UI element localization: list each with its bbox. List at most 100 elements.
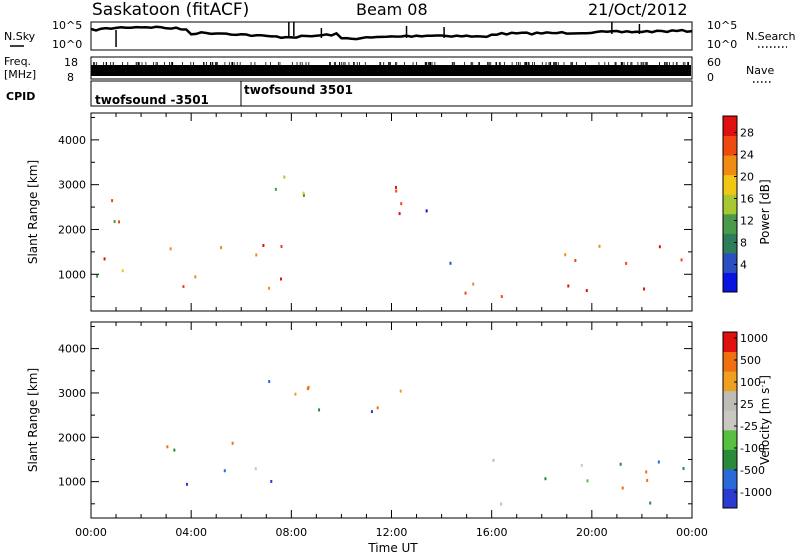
colorbar-tick-label: 24: [740, 149, 754, 162]
heatmap-cell: [121, 269, 124, 273]
colorbar-tick-label: -1000: [740, 486, 772, 499]
nave-tick-bottom: 0: [707, 71, 714, 84]
heatmap-cell: [166, 445, 169, 449]
heatmap-cell: [169, 247, 172, 251]
heatmap-cell: [580, 463, 583, 467]
colorbar-swatch: [723, 174, 737, 195]
freq-tick-top: 18: [64, 56, 78, 69]
power-colorbar: 4 8 12 16 20 24 28: [722, 115, 754, 293]
heatmap-cell: [118, 220, 121, 224]
y-tick-label: 1000: [58, 268, 86, 281]
colorbar-frame: [722, 331, 738, 509]
colorbar-swatch: [723, 488, 737, 509]
noise-left-label: N.Sky: [4, 30, 36, 43]
heatmap-cell: [318, 408, 321, 412]
freq-left-label-bottom: [MHz]: [4, 68, 36, 81]
heatmap-cell: [472, 282, 475, 286]
cpid-label: CPID: [6, 90, 35, 103]
colorbar-tick-label: 25: [740, 398, 754, 411]
x-tick-label: 00:00: [75, 526, 107, 539]
heatmap-cell: [586, 479, 589, 483]
heatmap-cell: [625, 261, 628, 265]
heatmap-cell: [574, 259, 577, 263]
heatmap-cell: [111, 199, 114, 203]
heatmap-cell: [425, 209, 428, 213]
heatmap-cell: [643, 287, 646, 291]
y-tick-label: 4000: [58, 134, 86, 147]
freq-tick-bottom: 8: [67, 71, 74, 84]
power-heatmap: [90, 112, 693, 312]
time-x-axis: 00:00 04:00 08:00 12:00 16:00 20:00 00:00: [75, 113, 708, 539]
heatmap-cell: [646, 478, 649, 482]
heatmap-cell: [268, 286, 271, 290]
colorbar-swatch: [723, 272, 737, 293]
noise-tick-high-left: 10^5: [52, 19, 82, 32]
x-tick-label: 20:00: [576, 526, 608, 539]
nave-label: Nave: [746, 64, 774, 77]
colorbar-swatch: [723, 233, 737, 254]
x-tick-label: 08:00: [275, 526, 307, 539]
noise-panel-frame: [90, 21, 693, 51]
heatmap-cell: [96, 274, 99, 278]
heatmap-cell: [682, 467, 685, 471]
heatmap-cell: [173, 448, 176, 452]
heatmap-cell: [680, 258, 683, 262]
heatmap-cell: [307, 385, 310, 389]
heatmap-cell: [220, 246, 223, 250]
heatmap-cell: [395, 189, 398, 193]
heatmap-cell: [394, 185, 397, 189]
heatmap-cell: [370, 410, 373, 414]
freq-band: [91, 65, 691, 76]
heatmap-cell: [223, 469, 226, 473]
cpid-segment-1: twofsound -3501: [95, 93, 209, 107]
heatmap-cell: [283, 175, 286, 179]
power-y-axis-label: Slant Range [km]: [26, 160, 40, 264]
x-tick-label: 04:00: [175, 526, 207, 539]
heatmap-cell: [657, 460, 660, 464]
heatmap-cell: [302, 191, 305, 195]
colorbar-tick-label: 28: [740, 127, 754, 140]
heatmap-cell: [649, 501, 652, 505]
beam-title: Beam 08: [356, 0, 428, 19]
noise-tick-low-right: 10^0: [707, 38, 737, 51]
cpid-segment-2: twofsound 3501: [244, 83, 353, 97]
heatmap-cell: [500, 295, 503, 299]
heatmap-cell: [400, 202, 403, 206]
colorbar-swatch: [723, 429, 737, 450]
colorbar-tick-label: 1000: [740, 332, 768, 345]
heatmap-cell: [464, 291, 467, 295]
heatmap-cell: [270, 479, 273, 483]
colorbar-swatch: [723, 410, 737, 431]
velocity-colorbar-label: Velocity [m s-1]: [758, 375, 773, 465]
colorbar-frame: [722, 115, 738, 293]
colorbar-swatch: [723, 194, 737, 215]
date-title: 21/Oct/2012: [588, 0, 688, 19]
x-axis-label: Time UT: [367, 541, 418, 554]
colorbar-swatch: [723, 252, 737, 273]
heatmap-cell: [113, 220, 116, 224]
heatmap-cell: [399, 389, 402, 393]
colorbar-tick-label: -25: [740, 420, 758, 433]
freq-left-label-top: Freq.: [4, 55, 31, 68]
station-title: Saskatoon (fitACF): [92, 0, 249, 20]
noise-tick-low-left: 10^0: [52, 38, 82, 51]
y-tick-label: 1000: [58, 476, 86, 489]
colorbar-swatch: [723, 449, 737, 470]
heatmap-cell: [500, 502, 503, 506]
heatmap-cell: [645, 470, 648, 474]
colorbar-swatch: [723, 371, 737, 392]
colorbar-swatch: [723, 390, 737, 411]
y-tick-label: 3000: [58, 387, 86, 400]
colorbar-tick-label: 4: [740, 259, 747, 272]
heatmap-cell: [231, 441, 234, 445]
x-tick-label: 12:00: [376, 526, 408, 539]
heatmap-cell: [274, 187, 277, 191]
power-colorbar-label: Power [dB]: [758, 179, 772, 244]
heatmap-cell: [255, 253, 258, 257]
heatmap-cell: [621, 486, 624, 490]
colorbar-swatch: [723, 213, 737, 234]
heatmap-cell: [182, 285, 185, 289]
noise-right-label: N.Search: [746, 30, 796, 43]
colorbar-tick-label: 16: [740, 193, 754, 206]
